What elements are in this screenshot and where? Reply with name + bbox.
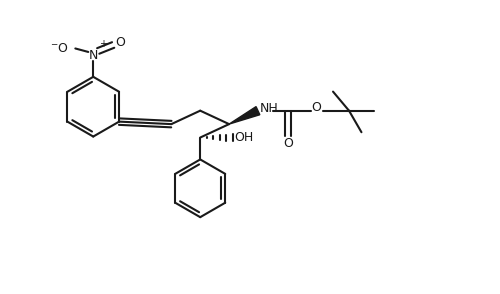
Polygon shape	[229, 107, 260, 124]
Text: O: O	[283, 136, 292, 150]
Text: OH: OH	[234, 131, 253, 144]
Text: O: O	[115, 36, 125, 49]
Text: N: N	[88, 49, 98, 62]
Text: $^{-}$O: $^{-}$O	[50, 42, 70, 56]
Text: O: O	[312, 101, 322, 114]
Text: NH: NH	[260, 102, 278, 115]
Text: +: +	[99, 39, 107, 49]
